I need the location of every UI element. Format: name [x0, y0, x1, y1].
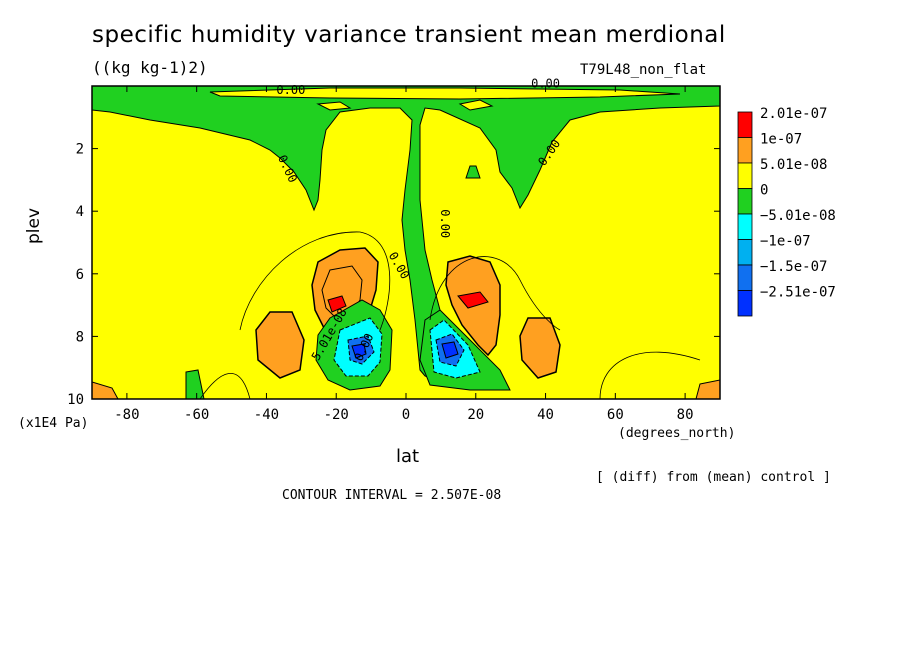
legend-label: 5.01e-08: [760, 157, 827, 173]
contour-line-1: [239, 231, 391, 331]
x-tick-label: -40: [254, 407, 279, 423]
y-tick-label: 4: [76, 204, 84, 220]
contour-label: 0.00: [438, 209, 452, 238]
y-tick-label: 6: [76, 267, 84, 283]
y-tick-label: 10: [67, 392, 84, 408]
field-small-green: [465, 165, 481, 179]
x-tick-label: 80: [677, 407, 694, 423]
legend-swatch: [737, 111, 753, 138]
legend-label: −1e-07: [760, 234, 811, 250]
contour-label: 0.00: [276, 83, 305, 97]
color-legend: 2.01e-07 1e-07 5.01e-08 0 −5.01e-08 −1e-07 −1.…: [737, 106, 836, 317]
legend-swatch: [737, 264, 753, 291]
field-red-left: [327, 295, 347, 313]
x-axis-label: lat: [396, 446, 420, 467]
y-tick-label: 8: [76, 329, 84, 345]
x-tick-label: 40: [537, 407, 554, 423]
legend-label: 1e-07: [760, 132, 802, 148]
legend-swatch: [737, 137, 753, 164]
field-deepblue-left-min: [351, 343, 367, 359]
experiment-label: T79L48_non_flat: [580, 62, 707, 78]
x-tick-label: -60: [184, 407, 209, 423]
x-tick-label: 0: [402, 407, 410, 423]
legend-swatch: [737, 213, 753, 240]
x-ticks: -80 -60 -40 -20 0 20 40 60 80: [114, 86, 694, 423]
x-tick-label: 60: [607, 407, 624, 423]
field-corner-right: [695, 379, 720, 399]
chart-title: specific humidity variance transient mea…: [92, 22, 726, 48]
field-orange-far-left: [255, 311, 305, 379]
x-tick-label: 20: [467, 407, 484, 423]
field-red-right: [457, 291, 489, 309]
legend-label: 2.01e-07: [760, 106, 827, 122]
x-tick-label: -20: [324, 407, 349, 423]
y-tick-label: 2: [76, 142, 84, 158]
contour-line-2: [429, 256, 561, 331]
legend-swatch: [737, 162, 753, 189]
field-top-blob-right: [458, 99, 494, 111]
field-orange-far-right: [519, 317, 561, 379]
x-tick-label: -80: [114, 407, 139, 423]
chart-units: ((kg kg-1)2): [92, 58, 208, 77]
legend-label: −1.5e-07: [760, 259, 827, 275]
diff-note: [ (diff) from (mean) control ]: [596, 470, 831, 485]
contour-interval: CONTOUR INTERVAL = 2.507E-08: [282, 488, 502, 503]
legend-label: −2.51e-07: [760, 285, 836, 301]
contour-line-4: [199, 373, 251, 399]
legend-label: −5.01e-08: [760, 208, 836, 224]
field-top-band: [209, 87, 681, 100]
y-ticks: 2 4 6 8 10: [67, 142, 720, 408]
field-deepblue-right-min: [441, 341, 459, 359]
y-axis-units: (x1E4 Pa): [18, 416, 89, 431]
field-top-blob-left: [316, 101, 352, 111]
field-corner-left: [92, 381, 119, 399]
x-axis-units: (degrees_north): [618, 426, 736, 441]
field-lower-green: [185, 369, 205, 399]
legend-swatch: [737, 188, 753, 215]
contour-fields: [92, 86, 720, 399]
legend-label: 0: [760, 183, 768, 199]
legend-swatch: [737, 239, 753, 266]
legend-swatch: [737, 290, 753, 317]
contour-label: 0.00: [531, 77, 560, 91]
contour-line-3: [599, 351, 701, 399]
